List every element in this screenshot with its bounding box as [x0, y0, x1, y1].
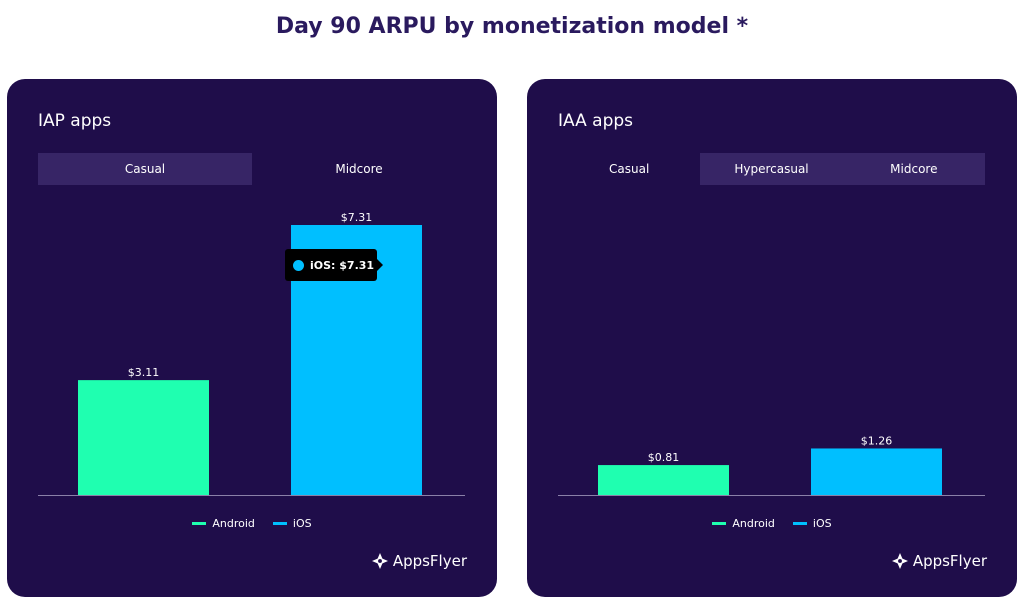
data-label: $3.11: [128, 366, 160, 379]
appsflyer-logo-icon: [891, 553, 908, 569]
iaa-panel: IAA apps Casual Hypercasual Midcore $0.8…: [527, 79, 1017, 597]
ios-tooltip-dot: [293, 259, 304, 271]
ios-tooltip: iOS: $7.31: [285, 249, 383, 281]
tab-casual[interactable]: Casual: [124, 162, 166, 176]
bar-ios[interactable]: [811, 448, 942, 495]
iaa-bar-chart: $0.81 $1.26: [558, 434, 985, 496]
legend-item-ios[interactable]: iOS: [792, 517, 832, 530]
legend-item-ios[interactable]: iOS: [272, 517, 312, 530]
legend-item-android[interactable]: Android: [192, 517, 255, 530]
logo-text: AppsFlyer: [392, 552, 467, 570]
tab-midcore[interactable]: Midcore: [252, 153, 466, 185]
tooltip-text: iOS: $7.31: [310, 258, 375, 272]
legend-label: iOS: [812, 517, 832, 530]
iap-bar-chart: $3.11 $7.31: [38, 211, 465, 496]
legend: Android iOS: [527, 517, 1017, 530]
android-swatch: [192, 522, 207, 525]
appsflyer-logo: AppsFlyer: [890, 551, 987, 571]
android-swatch: [712, 522, 727, 525]
logo-text: AppsFlyer: [912, 552, 987, 570]
legend-label: Android: [732, 517, 775, 530]
bar-android[interactable]: [598, 465, 729, 495]
bar-android[interactable]: [78, 380, 209, 495]
legend-item-android[interactable]: Android: [712, 517, 775, 530]
tab-hypercasual[interactable]: Hypercasual: [734, 162, 809, 176]
legend: Android iOS: [7, 517, 497, 530]
tab-casual[interactable]: Casual: [558, 153, 701, 185]
data-label: $1.26: [861, 434, 893, 447]
legend-label: iOS: [292, 517, 312, 530]
ios-swatch: [272, 522, 287, 525]
iap-tab-bar: Casual Midcore: [38, 153, 466, 185]
tab-midcore[interactable]: Midcore: [890, 162, 938, 176]
iap-panel: IAP apps Casual Midcore $3.11 $7.31 iOS: …: [7, 79, 497, 597]
panel-title: IAA apps: [558, 111, 634, 131]
page-title: Day 90 ARPU by monetization model *: [275, 14, 749, 39]
data-label: $7.31: [341, 211, 373, 224]
panel-title: IAP apps: [38, 111, 112, 131]
ios-swatch: [792, 522, 807, 525]
data-label: $0.81: [648, 451, 680, 464]
iaa-tab-bar: Casual Hypercasual Midcore: [558, 153, 985, 185]
appsflyer-logo-icon: [371, 553, 388, 569]
appsflyer-logo: AppsFlyer: [370, 551, 467, 571]
legend-label: Android: [212, 517, 255, 530]
